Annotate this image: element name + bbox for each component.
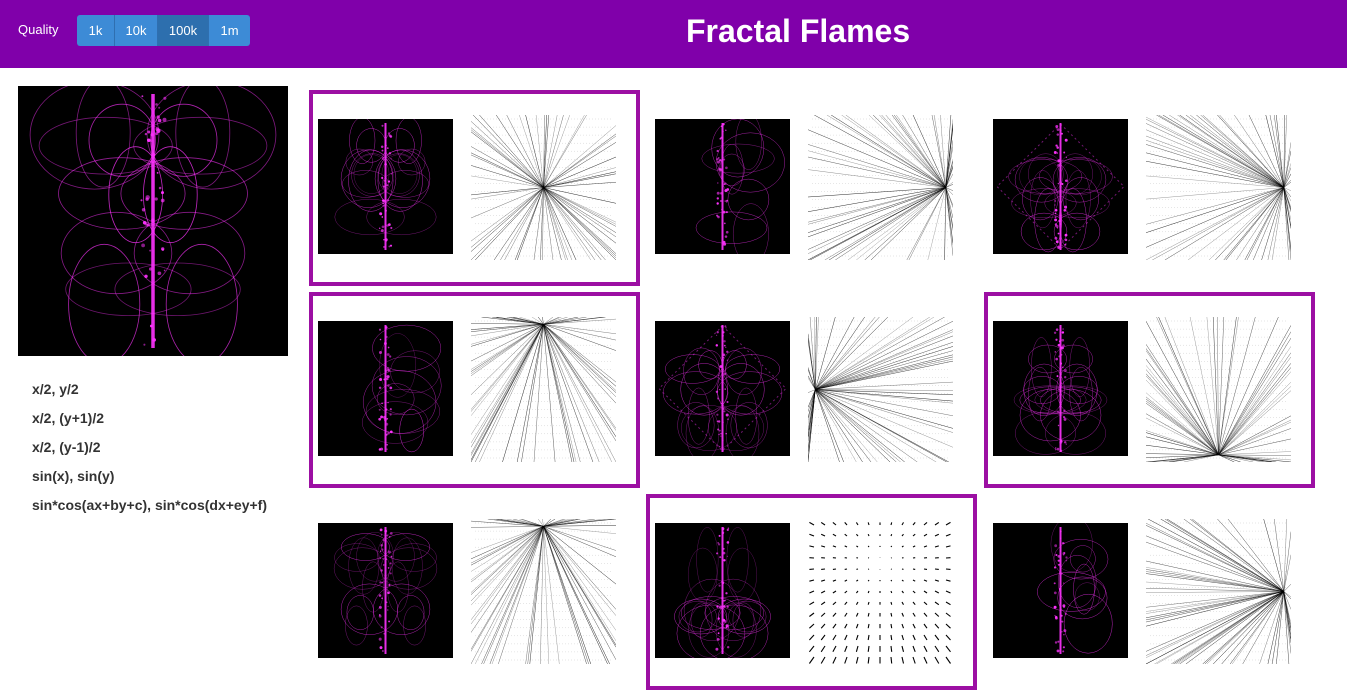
vector-field-thumbnail[interactable] — [808, 519, 953, 664]
vector-field-thumbnail[interactable] — [471, 519, 616, 664]
flame-thumbnail[interactable] — [655, 119, 790, 254]
flame-thumbnail[interactable] — [655, 321, 790, 456]
variation-item[interactable]: x/2, y/2 — [32, 381, 267, 410]
flame-thumbnail[interactable] — [318, 321, 453, 456]
flame-thumbnail[interactable] — [318, 523, 453, 658]
flame-thumbnail[interactable] — [993, 523, 1128, 658]
main-flame-image — [18, 86, 288, 356]
quality-button-100k[interactable]: 100k — [158, 15, 209, 46]
variation-item[interactable]: sin(x), sin(y) — [32, 468, 267, 497]
variation-item[interactable]: x/2, (y+1)/2 — [32, 410, 267, 439]
variation-item[interactable]: x/2, (y-1)/2 — [32, 439, 267, 468]
quality-button-10k[interactable]: 10k — [115, 15, 158, 46]
quality-button-1k[interactable]: 1k — [77, 15, 115, 46]
vector-field-thumbnail[interactable] — [1146, 115, 1291, 260]
vector-field-thumbnail[interactable] — [1146, 317, 1291, 462]
quality-label: Quality — [18, 22, 58, 37]
variation-item[interactable]: sin*cos(ax+by+c), sin*cos(dx+ey+f) — [32, 497, 267, 526]
page-title: Fractal Flames — [686, 13, 910, 50]
main-flame-preview — [18, 86, 288, 356]
vector-field-thumbnail[interactable] — [471, 115, 616, 260]
vector-field-thumbnail[interactable] — [471, 317, 616, 462]
vector-field-thumbnail[interactable] — [808, 115, 953, 260]
flame-thumbnail[interactable] — [993, 119, 1128, 254]
flame-thumbnail[interactable] — [993, 321, 1128, 456]
vector-field-thumbnail[interactable] — [808, 317, 953, 462]
quality-button-1m[interactable]: 1m — [209, 15, 250, 46]
flame-thumbnail[interactable] — [655, 523, 790, 658]
vector-field-thumbnail[interactable] — [1146, 519, 1291, 664]
flame-thumbnail[interactable] — [318, 119, 453, 254]
